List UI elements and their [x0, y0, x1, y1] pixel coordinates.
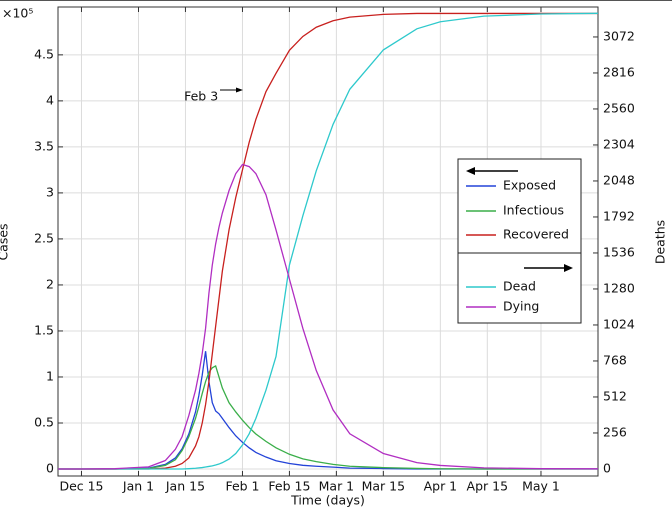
y2-tick-label: 2560 — [603, 100, 635, 115]
legend-label: Dying — [503, 299, 539, 314]
legend: Exposed Infectious Recovered Dead Dying — [457, 158, 582, 324]
legend-label: Dead — [503, 279, 536, 294]
y2-tick-label: 2304 — [603, 136, 635, 151]
series-line — [58, 12, 599, 470]
series-line — [58, 351, 598, 470]
y-tick-label: 2 — [46, 276, 54, 291]
x-tick-label: Apr 1 — [424, 479, 458, 494]
x-axis-label: Time (days) — [290, 493, 365, 508]
y2-tick-label: 256 — [603, 424, 627, 439]
y-multiplier: ×10⁵ — [2, 6, 33, 21]
x-tick-label: Dec 15 — [59, 479, 103, 494]
y-tick-label: 4.5 — [34, 46, 54, 61]
x-tick-label: Jan 1 — [122, 479, 154, 494]
y2-tick-label: 1280 — [603, 280, 635, 295]
legend-label: Exposed — [503, 178, 556, 193]
x-tick-label: Apr 15 — [467, 479, 509, 494]
legend-label: Recovered — [503, 227, 569, 242]
arrow-head — [564, 264, 573, 272]
y-tick-label: 0.5 — [34, 414, 54, 429]
y-tick-label: 3.5 — [34, 138, 54, 153]
x-tick-label: May 1 — [522, 479, 560, 494]
y-tick-label: 0 — [46, 461, 54, 476]
x-tick-label: Mar 15 — [362, 479, 405, 494]
y2-tick-label: 1792 — [603, 208, 635, 223]
y-axis-label: Cases — [0, 223, 11, 260]
arrow-head — [466, 167, 475, 175]
series-line — [58, 12, 598, 470]
y2-tick-label: 3072 — [603, 28, 635, 43]
x-tick-label: Mar 1 — [319, 479, 355, 494]
arrow-head — [236, 87, 243, 93]
y2-axis-label: Deaths — [653, 220, 668, 264]
y2-tick-label: 0 — [603, 460, 611, 475]
y-tick-label: 4 — [46, 92, 54, 107]
y2-tick-label: 1024 — [603, 316, 635, 331]
y-tick-label: 2.5 — [34, 230, 54, 245]
y2-tick-label: 2048 — [603, 172, 635, 187]
y2-tick-label: 2816 — [603, 64, 635, 79]
y2-tick-label: 768 — [603, 352, 627, 367]
x-tick-label: Feb 1 — [225, 479, 259, 494]
legend-label: Infectious — [503, 203, 564, 218]
y-tick-label: 1.5 — [34, 322, 54, 337]
y-tick-label: 3 — [46, 184, 54, 199]
series-line — [58, 163, 599, 470]
y2-tick-label: 512 — [603, 388, 627, 403]
y2-tick-label: 1536 — [603, 244, 635, 259]
x-tick-label: Jan 15 — [165, 479, 205, 494]
series-line — [58, 364, 598, 470]
annotation: Feb 3 — [184, 89, 218, 104]
y-tick-label: 1 — [46, 368, 54, 383]
plot-frame — [57, 6, 599, 477]
x-tick-label: Feb 15 — [268, 479, 310, 494]
